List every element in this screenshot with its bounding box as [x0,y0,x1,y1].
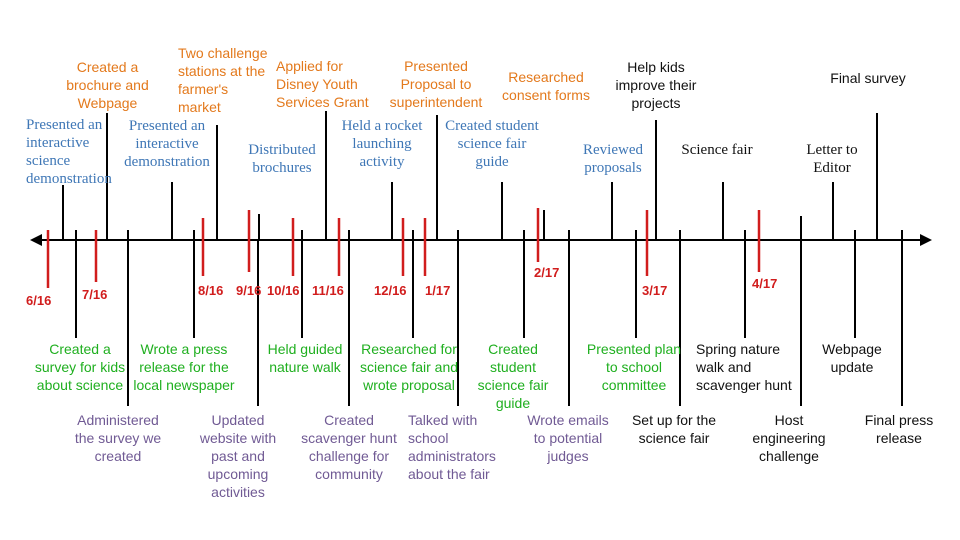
event-emails-judges: Wrote emails to potential judges [527,412,609,464]
event-presented-science-demo: Presented an interactive science demonst… [26,117,112,187]
event-final-survey: Final survey [830,70,906,86]
date-label: 9/16 [236,283,262,298]
event-final-press-release: Final press release [864,412,934,446]
event-updated-website: Updated website with past and upcoming a… [199,412,277,500]
axis-right-arrow-icon [920,234,932,246]
date-label: 10/16 [267,283,300,298]
event-letter-to-editor: Letter to Editor [806,142,858,176]
event-survey-for-kids: Created a survey for kids about science [34,341,126,393]
event-applied-disney-grant: Applied for Disney Youth Services Grant [276,58,369,110]
event-scavenger-hunt-challenge: Created scavenger hunt challenge for com… [301,412,397,482]
event-set-up-fair: Set up for the science fair [631,412,717,446]
event-science-fair: Science fair [681,142,753,158]
event-guided-nature-walk: Held guided nature walk [267,341,343,375]
date-label: 2/17 [534,265,560,280]
date-label: 4/17 [752,276,778,291]
event-plan-school-committee: Presented plan to school committee [586,341,682,393]
event-reviewed-proposals: Reviewed proposals [583,142,643,176]
event-student-guide-bottom: Created student science fair guide [477,341,549,411]
event-research-proposal: Researched for science fair and wrote pr… [359,341,459,393]
date-label: 8/16 [198,283,224,298]
event-challenge-stations: Two challenge stations at the farmer's m… [178,45,268,115]
date-label: 3/17 [642,283,668,298]
date-label: 7/16 [82,287,108,302]
event-rocket-launching: Held a rocket launching activity [341,118,423,170]
event-webpage-update: Webpage update [822,341,882,375]
event-student-guide-top: Created student science fair guide [445,118,539,170]
event-engineering-challenge: Host engineering challenge [752,412,826,464]
axis-left-arrow-icon [30,234,42,246]
event-presented-demo: Presented an interactive demonstration [124,118,210,170]
event-distributed-brochures: Distributed brochures [248,142,316,176]
event-created-brochure-webpage: Created a brochure and Webpage [66,59,149,111]
event-talked-administrators: Talked with school administrators about … [408,412,496,482]
event-spring-nature-walk: Spring nature walk and scavenger hunt [696,341,792,393]
date-label: 6/16 [26,293,52,308]
event-presented-proposal: Presented Proposal to superintendent [389,58,483,110]
event-help-kids-projects: Help kids improve their projects [615,59,697,111]
event-press-release: Wrote a press release for the local news… [133,341,235,393]
event-researched-consent-forms: Researched consent forms [502,69,590,103]
event-administered-survey: Administered the survey we created [74,412,162,464]
date-label: 12/16 [374,283,407,298]
date-label: 11/16 [312,283,344,298]
date-label: 1/17 [425,283,451,298]
